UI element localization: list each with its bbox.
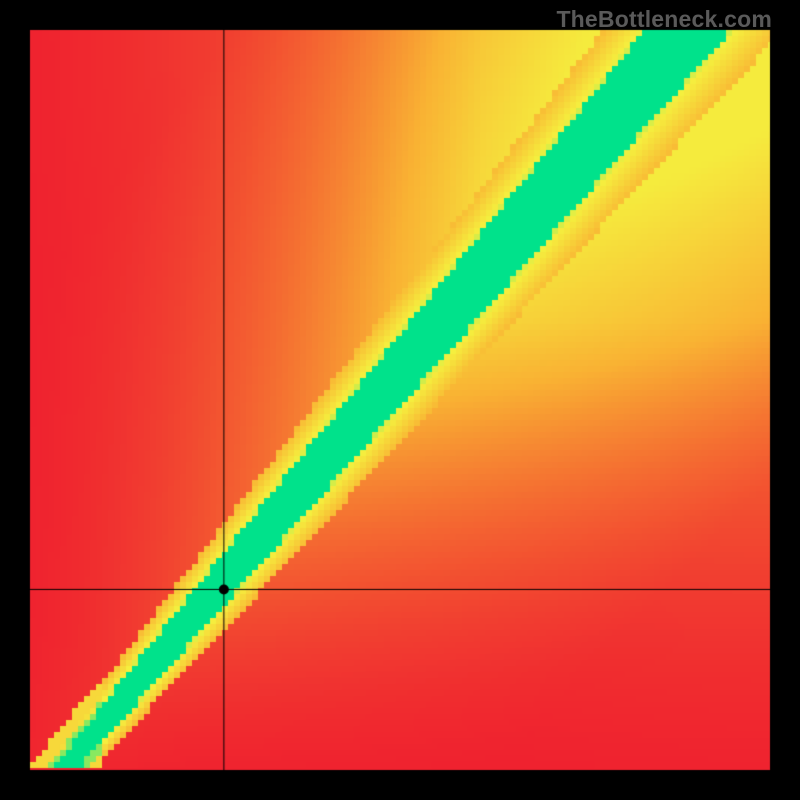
heatmap-canvas [0,0,800,800]
chart-container: TheBottleneck.com [0,0,800,800]
watermark-text: TheBottleneck.com [556,6,772,33]
